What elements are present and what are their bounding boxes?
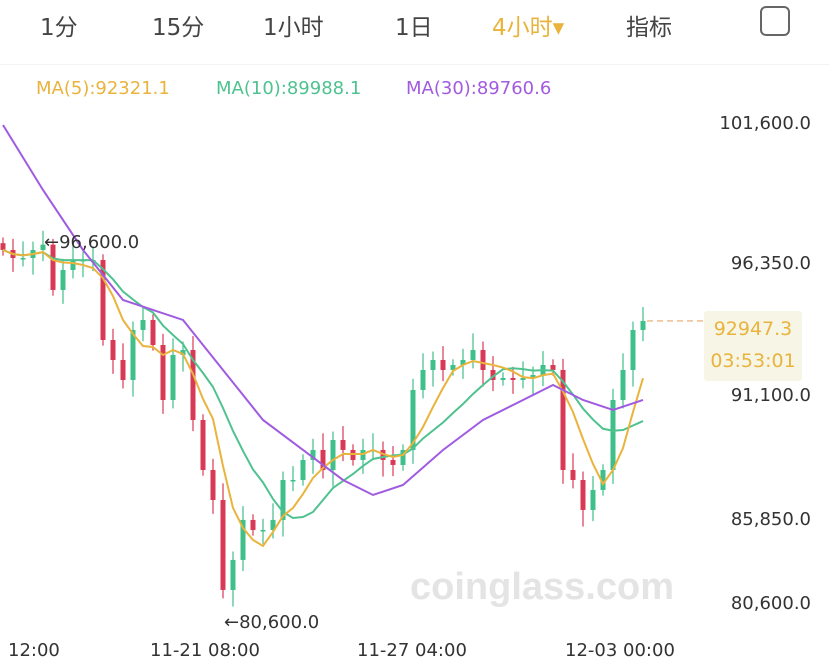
x-tick: 12:00: [8, 640, 60, 661]
tab-15m[interactable]: 15分: [152, 15, 205, 41]
candle-body: [310, 449, 316, 460]
candle-body: [130, 329, 136, 380]
candle-body: [220, 499, 226, 590]
tab-1d[interactable]: 1日: [395, 15, 433, 41]
candle-body: [520, 377, 526, 380]
candle-body: [60, 269, 66, 290]
candle-body: [400, 449, 406, 465]
ma5-legend: MA(5):92321.1: [36, 78, 170, 99]
candle-body: [480, 349, 486, 370]
candle-body: [290, 479, 296, 482]
candle-body: [50, 244, 56, 290]
candle-body: [450, 364, 456, 370]
tab-4h[interactable]: 4小时▾: [492, 15, 565, 41]
candle-body: [260, 529, 266, 532]
candle-body: [580, 479, 586, 510]
candle-body: [190, 349, 196, 420]
candle-body: [180, 349, 186, 355]
candle-body: [410, 389, 416, 450]
candle-body: [560, 369, 566, 470]
candle-body: [630, 329, 636, 370]
candle-body: [300, 459, 306, 480]
x-tick: 11-27 04:00: [357, 640, 467, 661]
candle-body: [250, 519, 256, 530]
x-tick: 12-03 00:00: [565, 640, 675, 661]
ma5-line: [2, 249, 644, 548]
candle-body: [530, 374, 536, 378]
candle-body: [110, 339, 116, 360]
candle-body: [500, 377, 506, 380]
low-annotation: ←80,600.0: [224, 612, 320, 633]
expand-icon[interactable]: [760, 6, 790, 36]
watermark: coinglass.com: [410, 566, 674, 608]
y-tick: 85,850.0: [730, 509, 811, 530]
tab-1h[interactable]: 1小时: [263, 15, 324, 41]
timeframe-tabs: 1分 15分 1小时 1日 4小时▾ 指标: [0, 0, 829, 48]
candle-body: [0, 243, 6, 250]
candle-body: [550, 364, 556, 370]
candle-body: [230, 559, 236, 590]
current-price-box: 92947.3 03:53:01: [704, 311, 802, 381]
y-tick: 96,350.0: [730, 253, 811, 274]
candle-body: [600, 469, 606, 490]
candle-body: [280, 479, 286, 520]
divider: [0, 64, 829, 65]
ma10-legend: MA(10):89988.1: [216, 78, 362, 99]
candle-body: [40, 244, 46, 250]
candle-body: [420, 369, 426, 390]
tab-indicators[interactable]: 指标: [626, 15, 672, 41]
candle-body: [210, 469, 216, 500]
candle-body: [610, 399, 616, 470]
candle-body: [590, 489, 596, 510]
candle-body: [640, 320, 646, 330]
candle-body: [120, 359, 126, 380]
current-price: 92947.3: [713, 318, 793, 340]
candle-body: [320, 449, 326, 470]
candle-body: [200, 419, 206, 470]
candle-body: [170, 354, 176, 400]
candle-body: [340, 439, 346, 450]
ma10-line: [2, 249, 644, 519]
candle-body: [100, 259, 106, 340]
candle-body: [430, 359, 436, 370]
x-tick: 11-21 08:00: [150, 640, 260, 661]
candle-body: [240, 519, 246, 560]
countdown: 03:53:01: [710, 350, 796, 372]
candle-body: [140, 319, 146, 330]
candle-body: [160, 344, 166, 400]
ma30-line: [2, 124, 644, 497]
ma30-legend: MA(30):89760.6: [406, 78, 552, 99]
candle-body: [470, 349, 476, 360]
y-tick: 101,600.0: [719, 113, 811, 134]
y-tick: 91,100.0: [730, 385, 811, 406]
high-annotation: ←96,600.0: [44, 232, 140, 253]
candle-body: [390, 459, 396, 465]
y-tick: 80,600.0: [730, 593, 811, 614]
candle-body: [20, 257, 26, 260]
tab-1m[interactable]: 1分: [40, 15, 78, 41]
candle-body: [70, 260, 76, 270]
candle-body: [270, 519, 276, 530]
candle-body: [440, 359, 446, 370]
candle-body: [490, 369, 496, 380]
candle-body: [510, 377, 516, 380]
candle-body: [460, 359, 466, 365]
candle-body: [570, 469, 576, 480]
candle-body: [620, 369, 626, 400]
candle-body: [150, 319, 156, 345]
candle-body: [330, 439, 336, 470]
